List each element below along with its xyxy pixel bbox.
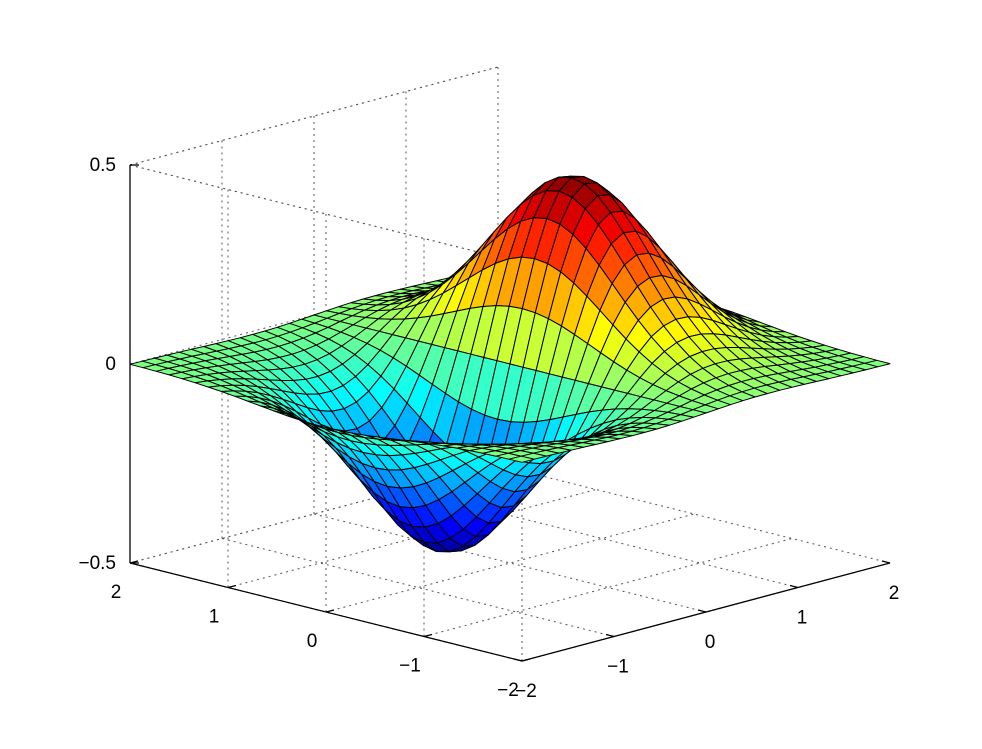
y-tick-label: −2 [497, 680, 519, 701]
x-tick-label: −1 [607, 657, 629, 678]
x-tick-mark [513, 658, 523, 662]
z-tick-label: −0.5 [78, 553, 116, 574]
x-tick-label: 1 [797, 608, 808, 629]
y-tick-mark [325, 609, 335, 613]
floor-grid-line [325, 513, 695, 613]
y-tick-mark [227, 584, 237, 589]
z-tick-label: 0 [105, 354, 116, 375]
floor-grid-line [313, 513, 707, 613]
floor-grid-line [221, 538, 615, 637]
x-tick-mark [881, 560, 891, 564]
x-tick-mark [789, 584, 799, 589]
y-tick-label: 1 [209, 607, 220, 628]
surface-patch [508, 455, 535, 463]
floor-grid-line [497, 464, 891, 564]
x-tick-mark [605, 633, 615, 638]
surface-mesh [129, 175, 891, 553]
y-tick-label: −1 [399, 656, 421, 677]
y-tick-mark [423, 633, 433, 638]
y-tick-mark [521, 658, 531, 662]
x-tick-label: 2 [889, 583, 900, 604]
z-tick-label: 0.5 [90, 155, 116, 176]
tick-labels: −2 −1 0 1 2 −2 −1 0 1 2 −0.5 0 0.5 [78, 155, 899, 702]
x-tick-label: −2 [515, 681, 537, 702]
x-tick-mark [697, 609, 707, 613]
floor-grid-line [423, 538, 793, 637]
x-tick-label: 0 [705, 632, 716, 653]
wall-grid-line [129, 164, 523, 264]
y-tick-label: 0 [307, 631, 318, 652]
y-tick-label: 2 [111, 582, 122, 603]
